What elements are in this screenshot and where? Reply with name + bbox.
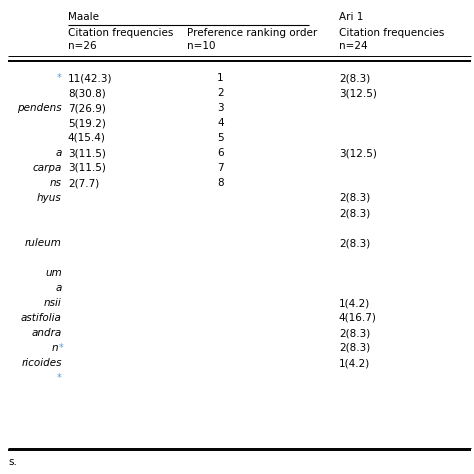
Text: *: * [59,343,64,353]
Text: 5: 5 [217,133,224,143]
Text: ricoides: ricoides [21,358,62,368]
Text: carpa: carpa [32,163,62,173]
Text: 4: 4 [217,118,224,128]
Text: a: a [55,148,62,158]
Text: 1(4.2): 1(4.2) [339,298,370,308]
Text: 8(30.8): 8(30.8) [68,88,106,98]
Text: ruleum: ruleum [25,238,62,248]
Text: hyus: hyus [37,193,62,203]
Text: Citation frequencies: Citation frequencies [339,28,444,38]
Text: Citation frequencies: Citation frequencies [68,28,173,38]
Text: 2(8.3): 2(8.3) [339,208,370,218]
Text: 3(12.5): 3(12.5) [339,148,377,158]
Text: astifolia: astifolia [21,313,62,323]
Text: 4(16.7): 4(16.7) [339,313,377,323]
Text: um: um [45,268,62,278]
Text: Preference ranking order: Preference ranking order [187,28,318,38]
Text: 2(8.3): 2(8.3) [339,73,370,83]
Text: s.: s. [8,457,17,467]
Text: Ari 1: Ari 1 [339,12,363,22]
Text: ns: ns [50,178,62,188]
Text: 7: 7 [217,163,224,173]
Text: 4(15.4): 4(15.4) [68,133,106,143]
Text: 1: 1 [217,73,224,83]
Text: 2(7.7): 2(7.7) [68,178,99,188]
Text: 2: 2 [217,88,224,98]
Text: n=24: n=24 [339,41,367,51]
Text: 2(8.3): 2(8.3) [339,328,370,338]
Text: 2(8.3): 2(8.3) [339,238,370,248]
Text: 2(8.3): 2(8.3) [339,343,370,353]
Text: n=10: n=10 [187,41,216,51]
Text: pendens: pendens [17,103,62,113]
Text: 8: 8 [217,178,224,188]
Text: 3(12.5): 3(12.5) [339,88,377,98]
Text: *: * [57,73,62,83]
Text: 1(4.2): 1(4.2) [339,358,370,368]
Text: Maale: Maale [68,12,99,22]
Text: n=26: n=26 [68,41,96,51]
Text: andra: andra [32,328,62,338]
Text: *: * [57,373,62,383]
Text: nsii: nsii [44,298,62,308]
Text: a: a [55,283,62,293]
Text: 3: 3 [217,103,224,113]
Text: 5(19.2): 5(19.2) [68,118,106,128]
Text: n: n [51,343,58,353]
Text: 2(8.3): 2(8.3) [339,193,370,203]
Text: 3(11.5): 3(11.5) [68,148,106,158]
Text: 11(42.3): 11(42.3) [68,73,112,83]
Text: 7(26.9): 7(26.9) [68,103,106,113]
Text: 3(11.5): 3(11.5) [68,163,106,173]
Text: 6: 6 [217,148,224,158]
